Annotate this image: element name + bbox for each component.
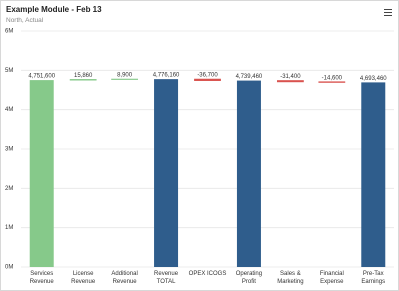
bar — [361, 82, 386, 268]
chart-title: Example Module - Feb 13 — [6, 5, 102, 14]
bar — [154, 79, 179, 268]
bar — [236, 80, 261, 267]
data-label: 4,739,460 — [236, 74, 263, 80]
x-tick-label: Revenue TOTAL — [154, 271, 179, 285]
data-label: -14,600 — [322, 75, 343, 81]
y-tick-label: 0M — [5, 265, 13, 271]
x-tick-label: OPEX ICOGS — [188, 271, 227, 277]
y-tick-label: 3M — [5, 147, 13, 153]
x-tick-label: Operating Profit — [235, 271, 263, 285]
bar — [69, 79, 97, 81]
data-label: 15,860 — [74, 73, 93, 79]
data-label: -31,400 — [280, 74, 301, 80]
data-label: 4,751,600 — [28, 74, 55, 80]
menu-button[interactable] — [384, 9, 392, 16]
bar — [29, 80, 54, 268]
y-tick-label: 5M — [5, 68, 13, 74]
data-label: 4,693,460 — [360, 76, 387, 82]
x-tick-label: Financial Expense — [319, 271, 344, 285]
x-tick-label: Services Revenue — [29, 271, 54, 285]
data-label: 8,900 — [117, 73, 133, 79]
y-tick-label: 4M — [5, 107, 13, 113]
chart-subtitle: North, Actual — [6, 17, 44, 24]
bar — [194, 78, 221, 81]
y-tick-label: 1M — [5, 225, 13, 231]
data-label: -36,700 — [197, 73, 218, 79]
x-tick-label: Pre-Tax Earnings — [361, 271, 386, 285]
bar — [276, 80, 304, 83]
y-tick-label: 2M — [5, 186, 13, 192]
x-tick-label: License Revenue — [71, 271, 96, 285]
x-tick-label: Sales & Marketing — [277, 271, 304, 285]
data-label: 4,776,160 — [153, 73, 180, 79]
bar — [318, 81, 346, 83]
x-tick-label: Additional Revenue — [111, 271, 138, 285]
y-tick-label: 6M — [5, 29, 13, 35]
